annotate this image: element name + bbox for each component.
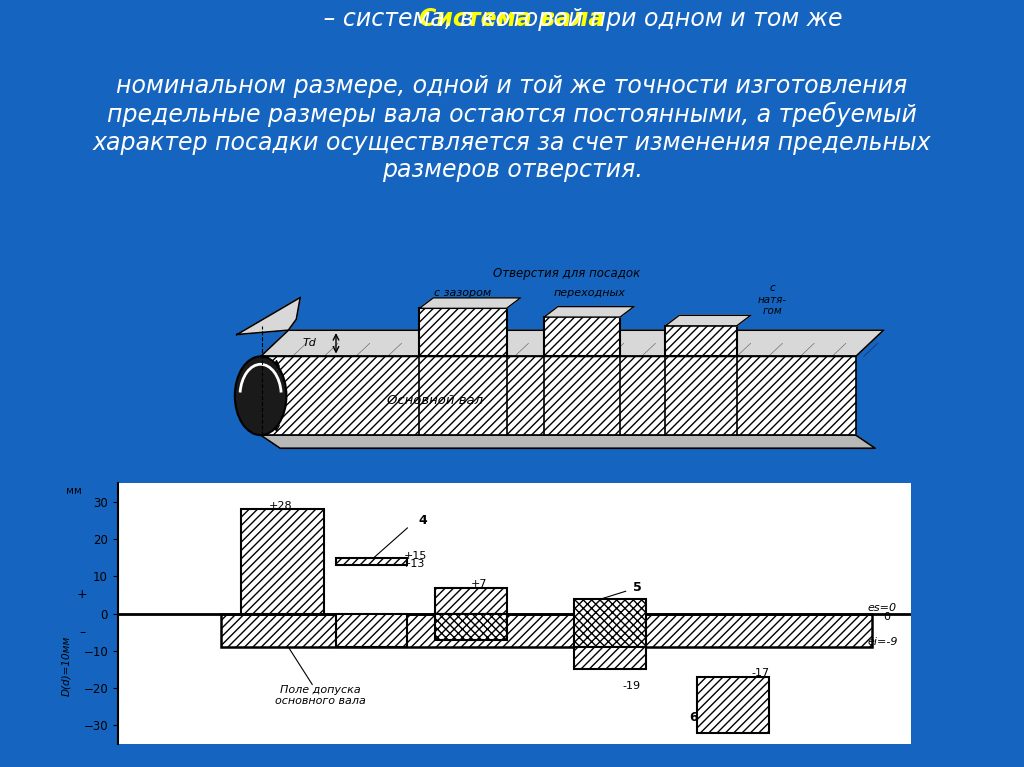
Text: es=0: es=0 [867,603,897,613]
Text: Поле допуска
основного вала: Поле допуска основного вала [274,685,366,706]
Bar [260,357,856,435]
Bar [666,326,737,357]
Polygon shape [237,298,300,334]
Text: D(d): D(d) [251,384,260,408]
Bar [221,614,871,647]
Text: +4: +4 [615,629,633,639]
Text: -17: -17 [752,668,770,678]
Text: 4: 4 [419,514,428,527]
Bar [435,588,507,614]
Text: с
натя-
гом: с натя- гом [758,283,787,316]
Polygon shape [260,435,876,448]
Bar [221,614,871,647]
Text: +15: +15 [403,551,427,561]
Text: переходных: переходных [554,288,626,298]
Text: -15: -15 [615,660,633,671]
Bar [574,599,645,647]
Text: +7: +7 [471,579,487,589]
Bar [574,647,645,670]
Bar [420,308,507,357]
Bar [435,614,507,640]
Text: Td: Td [302,338,316,348]
Text: Отверстия для посадок: Отверстия для посадок [493,267,640,280]
Text: -32: -32 [752,726,770,736]
Text: с зазором: с зазором [434,288,492,298]
Text: 0: 0 [884,612,891,622]
Text: -19: -19 [623,681,640,691]
Bar [666,326,737,357]
Bar [697,677,768,732]
Polygon shape [544,307,634,317]
Bar [336,558,408,565]
Bar [435,588,507,614]
Polygon shape [666,315,751,326]
Text: +13: +13 [401,559,425,569]
Text: Основной вал: Основной вал [387,393,483,407]
Ellipse shape [234,357,287,435]
Text: -7: -7 [465,629,476,639]
Text: мм: мм [67,486,82,495]
Text: +: + [77,588,87,601]
Text: ei=-9: ei=-9 [867,637,898,647]
Bar [241,509,324,614]
Bar [697,677,768,732]
Text: 5: 5 [633,581,642,594]
Bar [544,317,621,357]
Text: +28: +28 [268,501,292,511]
Polygon shape [420,298,520,308]
Bar [260,357,856,435]
Bar [574,647,645,670]
Bar [420,308,507,357]
Bar [574,599,645,647]
Bar [241,509,324,614]
Text: 6: 6 [689,712,698,724]
Bar [336,614,408,647]
Bar [336,558,408,565]
Text: – система, в которой при одном и том же: – система, в которой при одном и том же [181,7,843,31]
Text: D(d)=10мм: D(d)=10мм [61,636,72,696]
Text: номинальном размере, одной и той же точности изготовления
предельные размеры вал: номинальном размере, одной и той же точн… [93,74,931,183]
Bar [435,614,507,640]
Bar [544,317,621,357]
Bar [336,614,408,647]
Polygon shape [260,330,884,357]
Text: –: – [79,626,85,639]
Text: Система вала: Система вала [419,7,605,31]
